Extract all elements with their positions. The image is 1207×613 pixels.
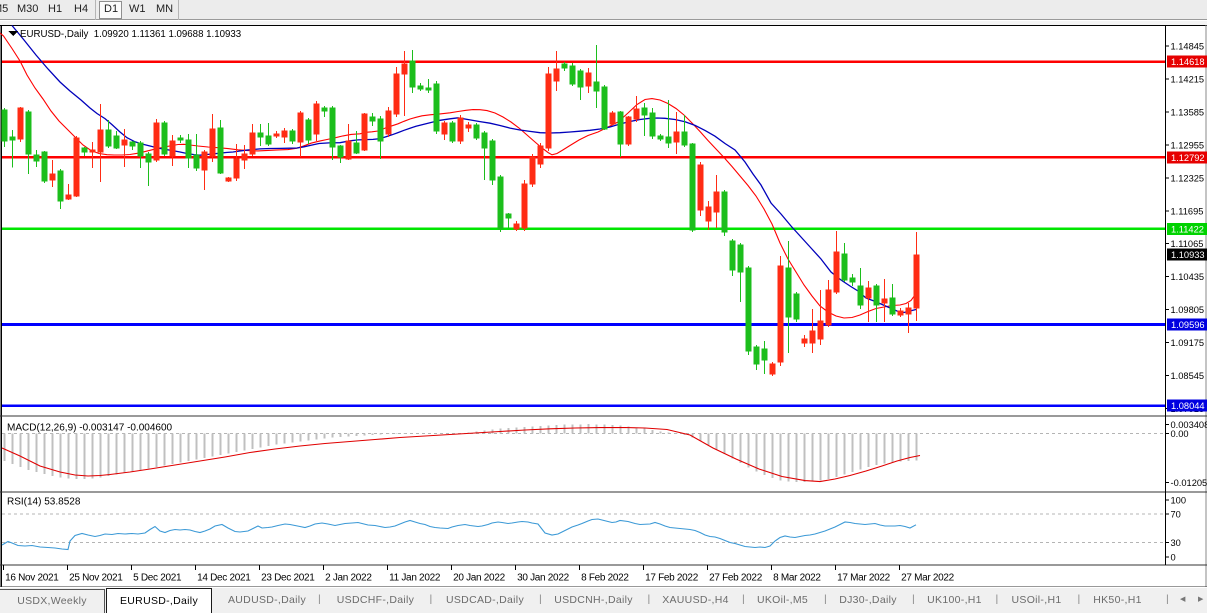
svg-text:70: 70 [1171, 510, 1181, 520]
svg-text:EURUSD-,Daily 1.09920 1.11361: EURUSD-,Daily 1.09920 1.11361 1.09688 1.… [20, 29, 241, 40]
svg-text:17 Mar 2022: 17 Mar 2022 [837, 573, 891, 584]
svg-text:1.12955: 1.12955 [1171, 140, 1205, 150]
svg-text:1.11695: 1.11695 [1171, 206, 1204, 216]
svg-text:5 Dec 2021: 5 Dec 2021 [133, 573, 182, 584]
svg-text:1.09596: 1.09596 [1171, 320, 1205, 330]
svg-text:27 Mar 2022: 27 Mar 2022 [901, 573, 955, 584]
svg-text:1.09805: 1.09805 [1171, 305, 1205, 315]
svg-text:14 Dec 2021: 14 Dec 2021 [197, 573, 251, 584]
svg-text:1.08545: 1.08545 [1171, 371, 1205, 381]
svg-text:11 Jan 2022: 11 Jan 2022 [389, 573, 441, 584]
svg-text:1.14215: 1.14215 [1171, 75, 1205, 85]
svg-text:0.003408: 0.003408 [1171, 420, 1207, 430]
svg-text:MACD(12,26,9) -0.003147 -0.004: MACD(12,26,9) -0.003147 -0.004600 [7, 423, 173, 434]
svg-text:1.10435: 1.10435 [1171, 272, 1205, 282]
svg-text:-0.012058: -0.012058 [1171, 478, 1207, 488]
svg-text:2 Jan 2022: 2 Jan 2022 [325, 573, 372, 584]
svg-text:0: 0 [1171, 553, 1176, 563]
svg-text:1.12792: 1.12792 [1171, 153, 1205, 163]
svg-text:100: 100 [1171, 496, 1187, 506]
svg-text:30 Jan 2022: 30 Jan 2022 [517, 573, 569, 584]
svg-text:30: 30 [1171, 538, 1181, 548]
svg-text:23 Dec 2021: 23 Dec 2021 [261, 573, 315, 584]
svg-text:RSI(14) 53.8528: RSI(14) 53.8528 [7, 497, 81, 508]
svg-text:17 Feb 2022: 17 Feb 2022 [645, 573, 699, 584]
svg-text:20 Jan 2022: 20 Jan 2022 [453, 573, 505, 584]
svg-text:8 Feb 2022: 8 Feb 2022 [581, 573, 629, 584]
svg-text:1.13585: 1.13585 [1171, 107, 1205, 117]
svg-text:0.00: 0.00 [1171, 429, 1189, 439]
svg-text:8 Mar 2022: 8 Mar 2022 [773, 573, 821, 584]
svg-text:1.09175: 1.09175 [1171, 338, 1205, 348]
svg-text:27 Feb 2022: 27 Feb 2022 [709, 573, 763, 584]
svg-text:1.14618: 1.14618 [1171, 57, 1205, 67]
svg-text:25 Nov 2021: 25 Nov 2021 [69, 573, 123, 584]
svg-text:1.11422: 1.11422 [1171, 224, 1204, 234]
svg-text:1.11065: 1.11065 [1171, 239, 1204, 249]
svg-text:1.12325: 1.12325 [1171, 173, 1205, 183]
svg-text:1.14845: 1.14845 [1171, 42, 1205, 52]
svg-text:16 Nov 2021: 16 Nov 2021 [5, 573, 59, 584]
svg-text:1.10933: 1.10933 [1171, 250, 1205, 260]
svg-text:1.08044: 1.08044 [1171, 401, 1205, 411]
